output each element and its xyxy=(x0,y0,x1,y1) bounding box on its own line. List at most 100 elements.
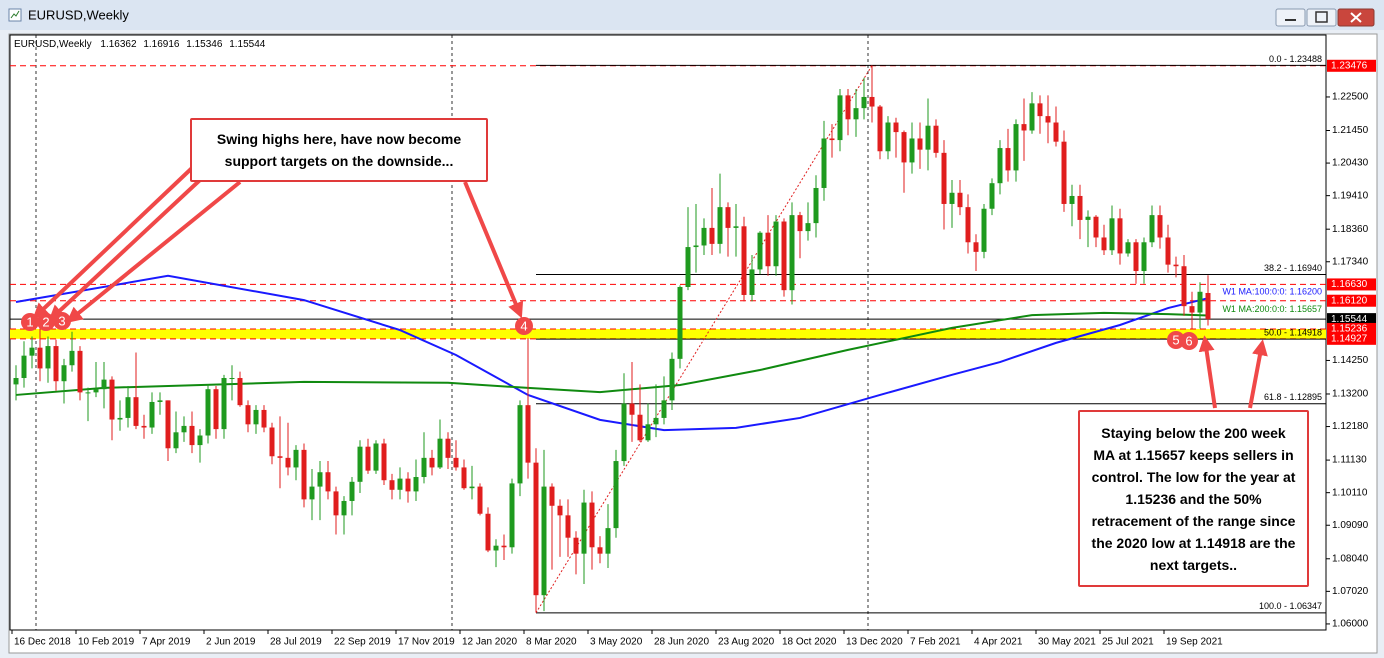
candle-body xyxy=(829,138,835,141)
candle-body xyxy=(1173,264,1179,267)
minimize-button[interactable] xyxy=(1275,8,1306,27)
candle-body xyxy=(701,227,707,246)
x-tick-label: 18 Oct 2020 xyxy=(782,637,837,648)
candle-body xyxy=(925,125,931,150)
candle-body xyxy=(757,232,763,270)
candle-body xyxy=(453,457,459,468)
marker-label: 5 xyxy=(1172,332,1179,347)
candle-body xyxy=(541,486,547,596)
callout: Staying below the 200 week MA at 1.15657… xyxy=(1078,410,1309,587)
candle-body xyxy=(53,346,59,382)
candle-body xyxy=(605,528,611,554)
candle-body xyxy=(533,462,539,596)
candle-body xyxy=(109,379,115,420)
overlay-layer: 1 2 3 4 5 6 xyxy=(21,166,1268,409)
candle-body xyxy=(861,96,867,109)
x-tick-label: 23 Aug 2020 xyxy=(718,637,775,648)
candle-body xyxy=(21,355,27,379)
y-tick-label: 1.14250 xyxy=(1332,355,1369,366)
candle-body xyxy=(501,545,507,548)
candle-body xyxy=(613,461,619,529)
arrow xyxy=(32,166,194,320)
fib-trendline xyxy=(535,65,873,614)
candle-body xyxy=(709,227,715,244)
candle-body xyxy=(149,401,155,428)
x-tick-label: 19 Sep 2021 xyxy=(1166,637,1223,648)
y-tick-label: 1.17340 xyxy=(1332,256,1369,267)
candle-body xyxy=(781,221,787,291)
candle-body xyxy=(77,350,83,393)
marker-label: 6 xyxy=(1185,333,1192,348)
candle-body xyxy=(661,400,667,418)
moving-average xyxy=(15,274,1209,432)
candle-body xyxy=(93,389,99,393)
x-tick-label: 7 Apr 2019 xyxy=(142,637,191,648)
candle-body xyxy=(221,378,227,430)
candle-body xyxy=(101,379,107,390)
fib-label: 61.8 - 1.12895 xyxy=(1264,392,1322,402)
candle-body xyxy=(253,409,259,425)
candle-body xyxy=(573,537,579,554)
arrow xyxy=(463,181,524,319)
x-tick-label: 25 Jul 2021 xyxy=(1102,637,1154,648)
marker xyxy=(515,317,533,335)
candle-body xyxy=(477,486,483,514)
candle-body xyxy=(525,405,531,463)
candle-body xyxy=(293,449,299,468)
candle-body xyxy=(669,358,675,401)
price-label: 1.15544 xyxy=(1331,314,1368,325)
candle-body xyxy=(445,438,451,458)
candle-body xyxy=(1061,141,1067,204)
fib-label: 0.0 - 1.23488 xyxy=(1269,54,1322,64)
candle-body xyxy=(205,389,211,436)
title-bar xyxy=(0,0,1384,30)
candle-body xyxy=(1069,195,1075,204)
moving-average xyxy=(15,311,1209,396)
candle-body xyxy=(421,457,427,478)
arrow xyxy=(48,178,202,322)
y-tick-label: 1.08040 xyxy=(1332,553,1369,564)
candle-body xyxy=(901,132,907,163)
y-tick-label: 1.13200 xyxy=(1332,389,1369,400)
candle-body xyxy=(1149,215,1155,243)
candle-body xyxy=(61,365,67,382)
candle-body xyxy=(333,491,339,516)
candle-body xyxy=(189,425,195,446)
candle-body xyxy=(469,486,475,489)
candle-body xyxy=(765,232,771,267)
candle-body xyxy=(125,397,131,418)
candle-body xyxy=(621,403,627,462)
candle-body xyxy=(597,547,603,554)
candle-body xyxy=(69,350,75,366)
candle-body xyxy=(1181,266,1187,307)
candle-body xyxy=(1021,124,1027,131)
price-label-box xyxy=(1327,278,1376,291)
candle-body xyxy=(797,215,803,232)
candle-body xyxy=(325,472,331,492)
candle-body xyxy=(157,400,163,402)
candle-body xyxy=(141,425,147,428)
maximize-button[interactable] xyxy=(1306,8,1337,27)
y-tick-label: 1.18360 xyxy=(1332,224,1369,235)
candle-body xyxy=(997,148,1003,184)
candle-body xyxy=(517,405,523,484)
close-glyph xyxy=(1350,12,1362,23)
candle-body xyxy=(13,378,19,385)
candle-body xyxy=(821,138,827,188)
y-tick-label: 1.09090 xyxy=(1332,520,1369,531)
candle-body xyxy=(237,378,243,406)
marker xyxy=(1180,332,1198,350)
candle-body xyxy=(773,221,779,267)
candle-body xyxy=(1157,215,1163,238)
candle-body xyxy=(717,207,723,244)
candle-body xyxy=(117,417,123,420)
y-tick-label: 1.19410 xyxy=(1332,190,1369,201)
arrow xyxy=(66,180,242,324)
candle-body xyxy=(1109,218,1115,251)
candle-body xyxy=(965,207,971,243)
x-tick-label: 2 Jun 2019 xyxy=(206,637,256,648)
candle-body xyxy=(397,478,403,490)
candle-body xyxy=(365,446,371,471)
candle-body xyxy=(845,95,851,120)
